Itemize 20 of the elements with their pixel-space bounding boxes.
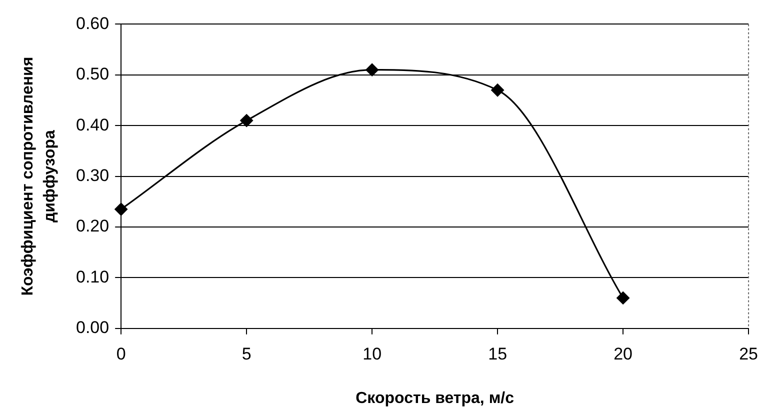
y-tick-label: 0.50 <box>76 64 110 84</box>
point <box>616 291 630 304</box>
x-tick-label: 20 <box>614 344 633 364</box>
point <box>240 114 254 128</box>
y-tick-label: 0.20 <box>76 216 110 236</box>
x-tick-label: 10 <box>362 344 382 364</box>
point <box>491 84 504 97</box>
y-tick-label: 0.30 <box>76 166 110 185</box>
y-axis-title: Коэффициент сопротивления диффузора <box>19 56 58 296</box>
x-tick-label: 5 <box>242 344 252 364</box>
x-tick-label: 15 <box>488 344 508 364</box>
y-tick-label: 0.40 <box>76 115 110 134</box>
x-axis-title: Скорость ветра, м/с <box>356 390 514 407</box>
y-tick-label: 0.00 <box>76 318 110 338</box>
point <box>366 63 379 76</box>
point <box>114 202 128 216</box>
x-tick-label: 0 <box>116 344 126 364</box>
x-tick-label: 25 <box>739 344 758 364</box>
y-tick-label: 0.10 <box>76 267 110 286</box>
y-tick-label: 0.60 <box>76 14 110 33</box>
